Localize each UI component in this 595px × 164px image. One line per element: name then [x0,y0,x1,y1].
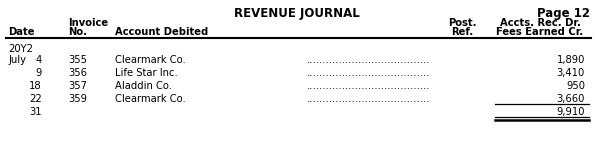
Text: Aladdin Co.: Aladdin Co. [115,81,175,91]
Text: ......................................: ...................................... [306,81,430,91]
Text: July: July [8,55,26,65]
Text: 3,410: 3,410 [557,68,585,78]
Text: REVENUE JOURNAL: REVENUE JOURNAL [234,7,360,20]
Text: ......................................: ...................................... [306,68,430,78]
Text: 9,910: 9,910 [556,107,585,117]
Text: 950: 950 [566,81,585,91]
Text: Accts. Rec. Dr.: Accts. Rec. Dr. [500,18,581,28]
Text: 359: 359 [68,94,87,104]
Text: 20Y2: 20Y2 [8,44,33,54]
Text: 1,890: 1,890 [557,55,585,65]
Text: Invoice: Invoice [68,18,108,28]
Text: 18: 18 [29,81,42,91]
Text: ......................................: ...................................... [306,94,430,104]
Text: 31: 31 [29,107,42,117]
Text: 3,660: 3,660 [557,94,585,104]
Text: 355: 355 [68,55,87,65]
Text: 357: 357 [68,81,87,91]
Text: Ref.: Ref. [451,27,473,37]
Text: 22: 22 [29,94,42,104]
Text: ......................................: ...................................... [306,55,430,65]
Text: 356: 356 [68,68,87,78]
Text: Date: Date [8,27,35,37]
Text: 4: 4 [36,55,42,65]
Text: Life Star Inc.: Life Star Inc. [115,68,178,78]
Text: Fees Earned Cr.: Fees Earned Cr. [496,27,584,37]
Text: Clearmark Co.: Clearmark Co. [115,94,186,104]
Text: No.: No. [68,27,87,37]
Text: Page 12: Page 12 [537,7,590,20]
Text: Post.: Post. [448,18,476,28]
Text: 9: 9 [36,68,42,78]
Text: Clearmark Co.: Clearmark Co. [115,55,186,65]
Text: Account Debited: Account Debited [115,27,208,37]
